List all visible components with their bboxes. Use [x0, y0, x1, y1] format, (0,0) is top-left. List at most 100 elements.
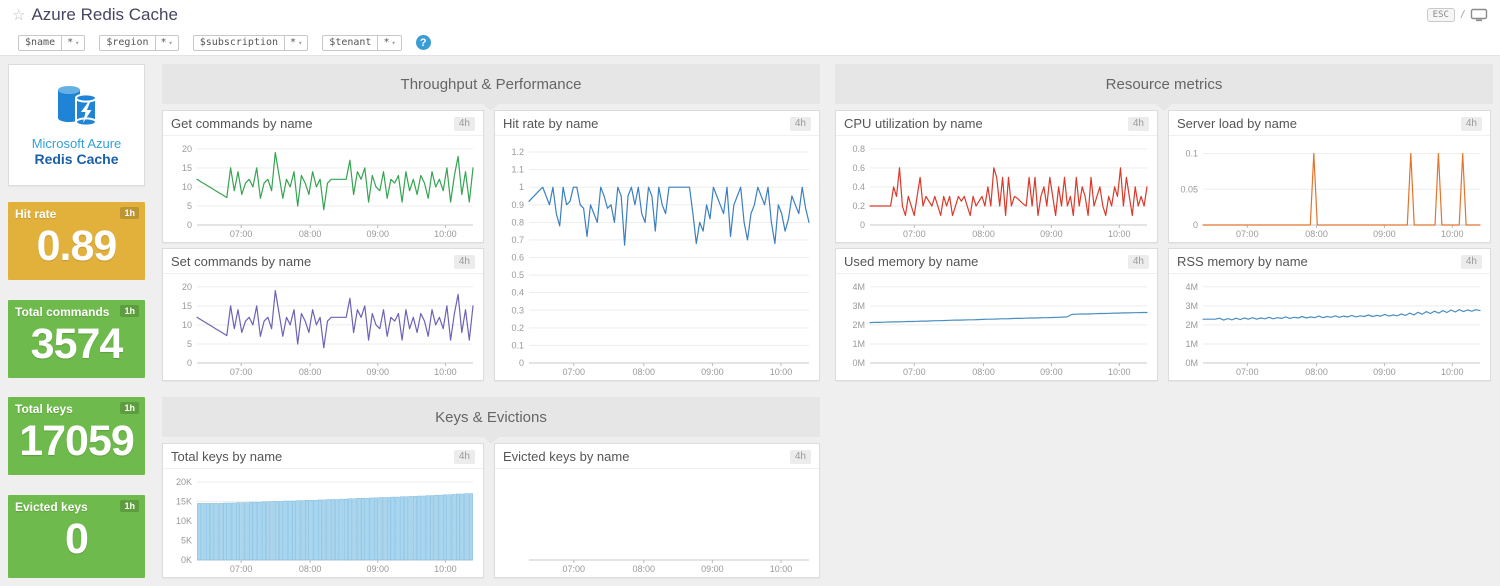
svg-text:08:00: 08:00	[299, 564, 322, 574]
chart-get-commands[interactable]: Get commands by name 4h 0 5 10 15 20 07:00 08:…	[162, 110, 484, 243]
chart-plot[interactable]: 0K 5K 10K 15K 20K 07:00 08:00 09:00 10:00	[163, 470, 483, 577]
esc-key-badge[interactable]: ESC	[1426, 8, 1455, 22]
chart-set-commands[interactable]: Set commands by name 4h 0 5 10 15 20 07:00 08:…	[162, 248, 484, 381]
chart-title: RSS memory by name	[1177, 254, 1308, 269]
caret-down-icon: ▾	[168, 38, 173, 47]
svg-text:07:00: 07:00	[1236, 229, 1259, 239]
svg-text:10:00: 10:00	[1108, 229, 1131, 239]
section-keys-evictions[interactable]: Keys & Evictions	[162, 397, 820, 444]
chart-plot[interactable]: 0 0.1 0.2 0.3 0.4 0.5 0.6 0.7 0.8 0.9 1 1.1 1.2 07:00…	[495, 137, 819, 380]
svg-text:20: 20	[182, 144, 192, 154]
svg-text:07:00: 07:00	[563, 564, 586, 574]
widget-value: 0	[65, 515, 89, 563]
section-title: Resource metrics	[1105, 75, 1223, 93]
svg-text:1M: 1M	[852, 339, 865, 349]
chart-title: CPU utilization by name	[844, 116, 983, 131]
svg-text:08:00: 08:00	[299, 367, 322, 377]
help-icon[interactable]: ?	[415, 35, 431, 50]
svg-text:08:00: 08:00	[299, 229, 322, 239]
caret-down-icon: ▾	[298, 38, 303, 47]
svg-text:10: 10	[182, 182, 192, 192]
svg-text:5: 5	[187, 339, 192, 349]
svg-text:2M: 2M	[852, 320, 865, 330]
svg-text:0.4: 0.4	[511, 288, 524, 298]
svg-text:0.4: 0.4	[852, 182, 865, 192]
chart-rss-memory[interactable]: RSS memory by name 4h 0M 1M 2M 3M 4M 07:00 08:…	[1168, 248, 1491, 381]
svg-text:0.9: 0.9	[511, 200, 524, 210]
chart-total-keys[interactable]: Total keys by name 4h 0K 5K 10K 15K 20K 07:00…	[162, 443, 484, 578]
chart-plot[interactable]: 0M 1M 2M 3M 4M 07:00 08:00 09:00 10:00	[1169, 275, 1490, 380]
chart-plot[interactable]: 0M 1M 2M 3M 4M 07:00 08:00 09:00 10:00	[836, 275, 1157, 380]
caret-down-icon: ▾	[75, 38, 80, 47]
svg-text:0M: 0M	[852, 358, 865, 368]
chart-title: Total keys by name	[171, 449, 283, 464]
chart-plot[interactable]: 07:00 08:00 09:00 10:00	[495, 470, 819, 577]
chart-plot[interactable]: 0 0.2 0.4 0.6 0.8 07:00 08:00 09:00 10:00	[836, 137, 1157, 242]
svg-text:0M: 0M	[1185, 358, 1198, 368]
section-resource-metrics[interactable]: Resource metrics	[835, 64, 1493, 111]
template-var-tenant[interactable]: $tenant * ▾	[322, 34, 402, 51]
query-value-evicted-keys[interactable]: Evicted keys 1h 0	[8, 495, 145, 578]
svg-text:20K: 20K	[176, 477, 192, 487]
timeframe-badge: 4h	[1460, 116, 1482, 131]
svg-text:0: 0	[187, 220, 192, 230]
svg-text:0.2: 0.2	[852, 201, 865, 211]
chart-server-load[interactable]: Server load by name 4h 0 0.05 0.1 07:00 08:0…	[1168, 110, 1491, 243]
svg-text:0.3: 0.3	[511, 305, 524, 315]
svg-text:0.8: 0.8	[511, 217, 524, 227]
chart-title: Server load by name	[1177, 116, 1297, 131]
svg-text:0.8: 0.8	[852, 144, 865, 154]
fullscreen-monitor-icon[interactable]	[1470, 8, 1488, 22]
widget-label: Total commands	[15, 305, 110, 319]
chart-evicted-keys[interactable]: Evicted keys by name 4h 07:00 08:00 09:00 1…	[494, 443, 820, 578]
chart-cpu-utilization[interactable]: CPU utilization by name 4h 0 0.2 0.4 0.6 0.8…	[835, 110, 1158, 243]
query-value-total-commands[interactable]: Total commands 1h 3574	[8, 300, 145, 378]
svg-text:09:00: 09:00	[701, 367, 724, 377]
chart-hit-rate[interactable]: Hit rate by name 4h 0 0.1 0.2 0.3 0.4 0.5 0.6 0…	[494, 110, 820, 381]
svg-text:0K: 0K	[181, 555, 192, 565]
svg-text:0.6: 0.6	[852, 163, 865, 173]
timeframe-badge: 4h	[453, 254, 475, 269]
chart-title: Hit rate by name	[503, 116, 599, 131]
svg-text:08:00: 08:00	[1305, 229, 1328, 239]
svg-text:10:00: 10:00	[1108, 367, 1131, 377]
query-value-hit-rate[interactable]: Hit rate 1h 0.89	[8, 202, 145, 280]
template-var-name[interactable]: $name * ▾	[18, 34, 86, 51]
svg-text:0.6: 0.6	[511, 253, 524, 263]
section-throughput-performance[interactable]: Throughput & Performance	[162, 64, 820, 111]
svg-text:15: 15	[182, 163, 192, 173]
svg-text:09:00: 09:00	[367, 229, 390, 239]
widget-label: Hit rate	[15, 207, 57, 221]
svg-text:0.2: 0.2	[511, 323, 524, 333]
template-var-subscription[interactable]: $subscription * ▾	[192, 34, 309, 51]
template-var-label: $region	[106, 37, 149, 48]
svg-text:08:00: 08:00	[1305, 367, 1328, 377]
svg-text:1M: 1M	[1185, 339, 1198, 349]
svg-text:07:00: 07:00	[563, 367, 586, 377]
svg-text:0: 0	[519, 358, 524, 368]
svg-text:10:00: 10:00	[1441, 229, 1464, 239]
timeframe-badge: 4h	[1127, 116, 1149, 131]
template-var-label: $tenant	[329, 37, 372, 48]
favorite-star-icon[interactable]: ☆	[12, 7, 26, 24]
chart-plot[interactable]: 0 0.05 0.1 07:00 08:00 09:00 10:00	[1169, 137, 1490, 242]
svg-text:0: 0	[860, 220, 865, 230]
svg-text:09:00: 09:00	[1040, 229, 1063, 239]
azure-redis-cache-icon	[57, 85, 97, 127]
svg-text:2M: 2M	[1185, 320, 1198, 330]
timeframe-badge: 4h	[789, 116, 811, 131]
chart-plot[interactable]: 0 5 10 15 20 07:00 08:00 09:00 10:00	[163, 275, 483, 380]
svg-text:10:00: 10:00	[770, 367, 793, 377]
chart-plot[interactable]: 0 5 10 15 20 07:00 08:00 09:00 10:00	[163, 137, 483, 242]
template-var-region[interactable]: $region * ▾	[99, 34, 179, 51]
timeframe-badge: 1h	[120, 207, 139, 219]
widget-value: 17059	[19, 417, 135, 465]
svg-text:09:00: 09:00	[367, 564, 390, 574]
chart-title: Set commands by name	[171, 254, 312, 269]
query-value-total-keys[interactable]: Total keys 1h 17059	[8, 397, 145, 475]
template-var-value: *	[67, 37, 74, 48]
svg-text:0.1: 0.1	[511, 340, 524, 350]
chart-used-memory[interactable]: Used memory by name 4h 0M 1M 2M 3M 4M 07:00 08…	[835, 248, 1158, 381]
svg-text:08:00: 08:00	[972, 367, 995, 377]
svg-text:07:00: 07:00	[230, 367, 253, 377]
